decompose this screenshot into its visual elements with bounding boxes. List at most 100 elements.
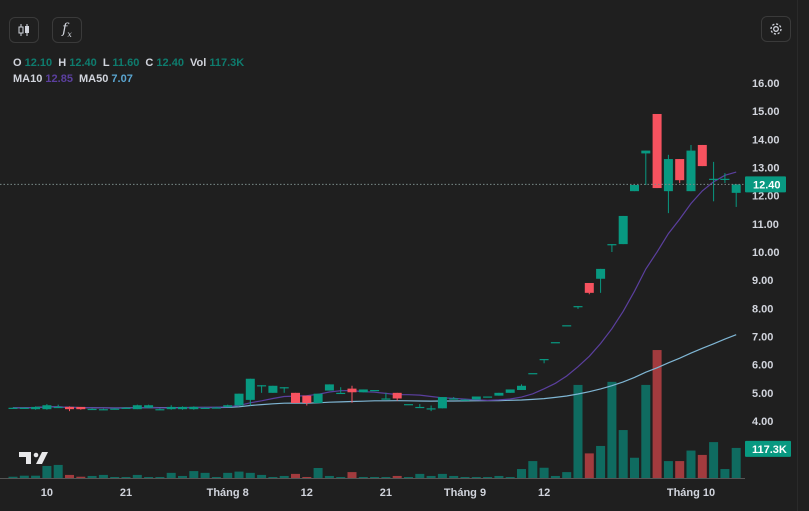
volume-bar — [562, 472, 572, 478]
volume-bar — [381, 476, 391, 478]
volume-bar — [686, 450, 696, 478]
candle-body — [449, 398, 459, 400]
volume-bar — [460, 476, 470, 478]
candle-body — [31, 406, 41, 410]
candle-body — [460, 399, 470, 401]
price-tick-label: 16.00 — [752, 78, 780, 90]
close-label: C — [145, 57, 154, 69]
price-tick-label: 11.00 — [752, 219, 779, 231]
volume-bar — [731, 447, 741, 478]
volume-bar — [471, 476, 481, 478]
price-tick-label: 10.00 — [752, 247, 780, 259]
candle-body — [426, 408, 436, 410]
volume-bar — [505, 476, 515, 478]
candle-body — [505, 389, 515, 393]
volume-bar — [720, 469, 730, 478]
last-price-badge — [745, 176, 786, 193]
volume-bar — [53, 464, 63, 478]
volume-bar — [155, 476, 165, 478]
candle-body — [166, 406, 176, 410]
open-label: O — [13, 57, 22, 69]
volume-bar — [630, 457, 639, 478]
last-volume-label: 117.3K — [752, 444, 787, 456]
candle-body — [268, 385, 278, 393]
candle-body — [517, 385, 526, 391]
volume-bar — [697, 454, 707, 478]
candle-body — [302, 395, 312, 403]
time-tick-label: 10 — [41, 487, 53, 499]
volume-bar — [517, 469, 526, 478]
volume-bar — [42, 465, 52, 478]
candle-body — [65, 406, 74, 410]
volume-bar — [178, 475, 187, 478]
volume-bar — [347, 472, 357, 478]
volume-bar — [31, 475, 41, 478]
candle-body — [437, 397, 447, 409]
candle-body — [144, 405, 154, 408]
candle-body — [483, 396, 493, 398]
volume-label: Vol — [190, 57, 207, 69]
volume-bar — [189, 471, 199, 478]
candle-body — [257, 385, 267, 387]
ma50-value: 7.07 — [111, 73, 133, 85]
price-tick-label: 14.00 — [752, 134, 780, 146]
volume-bar — [8, 476, 18, 478]
volume-bar — [618, 430, 628, 478]
candlestick-icon — [18, 24, 29, 36]
candle-body — [121, 407, 131, 409]
volume-bar — [245, 472, 255, 478]
volume-bar — [87, 475, 97, 478]
settings-button[interactable] — [761, 16, 791, 42]
price-tick-label: 8.00 — [752, 303, 773, 315]
candle-body — [336, 392, 346, 395]
time-tick-label: Tháng 9 — [444, 487, 486, 499]
tradingview-logo-slash — [36, 452, 48, 464]
candle-body — [178, 406, 187, 410]
time-tick-label: 21 — [380, 487, 392, 499]
volume-bar — [324, 475, 334, 478]
candle-body — [675, 159, 685, 181]
indicators-button[interactable]: fx — [52, 17, 82, 43]
volume-bar — [65, 474, 74, 478]
last-price-label: 12.40 — [753, 179, 781, 191]
candle-body — [234, 393, 244, 406]
volume-bar — [279, 475, 289, 478]
volume-bar — [494, 475, 504, 478]
volume-bar — [121, 476, 131, 478]
candle-body — [392, 392, 402, 399]
time-tick-label: Tháng 8 — [207, 487, 249, 499]
chart-type-button[interactable] — [9, 17, 39, 43]
volume-bar — [132, 474, 142, 478]
volume-bar — [144, 476, 154, 478]
volume-bar — [257, 474, 267, 478]
candle-body — [313, 393, 323, 403]
candle-body — [539, 359, 549, 361]
candle-body — [731, 184, 741, 193]
low-label: L — [102, 57, 110, 69]
volume-value: 117.3K — [209, 57, 245, 69]
volume-bar — [223, 472, 233, 478]
ma50-line — [13, 334, 737, 409]
candle-body — [381, 398, 391, 400]
time-tick-label: Tháng 10 — [667, 487, 715, 499]
volume-bar — [641, 384, 651, 478]
volume-bar — [358, 476, 368, 478]
ma10-line — [13, 171, 737, 409]
candle-body — [550, 342, 560, 344]
candle-body — [697, 144, 707, 167]
candle-body — [19, 407, 29, 409]
price-tick-label: 6.00 — [752, 360, 773, 372]
candle-body — [291, 392, 300, 403]
candle-body — [471, 396, 481, 400]
candle-body — [8, 407, 18, 409]
candle-body — [132, 405, 142, 410]
volume-bar — [596, 445, 606, 478]
candle-body — [370, 390, 380, 392]
ma-legend: MA10 12.85 MA50 7.07 — [13, 73, 136, 85]
candle-body — [200, 407, 210, 409]
candle-body — [155, 409, 165, 411]
candle-body — [245, 378, 255, 400]
high-label: H — [58, 57, 67, 69]
price-tick-label: 5.00 — [752, 388, 773, 400]
